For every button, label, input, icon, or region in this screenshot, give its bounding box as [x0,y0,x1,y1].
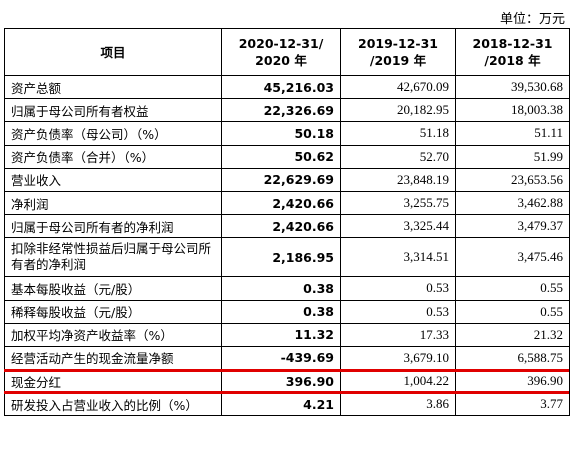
row-label: 营业收入 [4,167,222,192]
header-2018-date: 2018-12-31 [472,36,553,51]
value-2018: 51.99 [455,144,570,169]
value-2019: 51.18 [340,121,456,146]
table-row: 资产总额 45,216.03 42,670.09 39,530.68 [4,74,570,100]
value-2018: 18,003.38 [455,98,570,123]
value-2019: 3,679.10 [340,345,456,371]
table-row: 加权平均净资产收益率（%） 11.32 17.33 21.32 [4,322,570,347]
value-2019: 42,670.09 [340,74,456,100]
header-2019-year: /2019 年 [369,53,427,68]
value-2019: 52.70 [340,144,456,169]
header-2019: 2019-12-31 /2019 年 [340,28,456,76]
value-2019: 3,255.75 [340,190,456,216]
row-label: 经营活动产生的现金流量净额 [4,345,222,371]
value-2018: 51.11 [455,121,570,146]
row-label: 归属于母公司所有者的净利润 [4,214,222,239]
table-row: 研发投入占营业收入的比例（%） 4.21 3.86 3.77 [4,392,570,417]
value-2020: -439.69 [221,345,341,371]
value-2018: 3,479.37 [455,214,570,239]
table-row: 净利润 2,420.66 3,255.75 3,462.88 [4,190,570,216]
row-label: 归属于母公司所有者权益 [4,98,222,123]
value-2019: 0.53 [340,299,456,324]
header-2018: 2018-12-31 /2018 年 [455,28,570,76]
row-label: 加权平均净资产收益率（%） [4,322,222,347]
row-label: 现金分红 [4,369,222,394]
table-row: 稀释每股收益（元/股） 0.38 0.53 0.55 [4,299,570,324]
value-2018: 23,653.56 [455,167,570,192]
value-2019: 1,004.22 [340,369,456,394]
row-label: 研发投入占营业收入的比例（%） [4,392,222,417]
row-label: 资产负债率（母公司）（%） [4,121,222,146]
row-label: 资产负债率（合并）（%） [4,144,222,169]
header-2018-year: /2018 年 [484,53,541,68]
value-2020: 2,420.66 [221,190,341,216]
row-label: 扣除非经常性损益后归属于母公司所有者的净利润 [4,237,222,278]
value-2019: 3,314.51 [340,237,456,278]
header-item: 项目 [4,28,222,76]
value-2020: 2,420.66 [221,214,341,239]
value-2020: 50.18 [221,121,341,146]
value-2019: 23,848.19 [340,167,456,192]
table-row: 营业收入 22,629.69 23,848.19 23,653.56 [4,167,570,192]
value-2020: 22,326.69 [221,98,341,123]
header-2019-date: 2019-12-31 [358,36,438,51]
row-label: 稀释每股收益（元/股） [4,299,222,324]
table-row: 归属于母公司所有者权益 22,326.69 20,182.95 18,003.38 [4,98,570,123]
value-2018: 3,475.46 [455,237,570,278]
value-2019: 3,325.44 [340,214,456,239]
value-2018: 3,462.88 [455,190,570,216]
value-2020: 50.62 [221,144,341,169]
value-2020: 2,186.95 [221,237,341,278]
highlight-line-bottom [4,390,569,394]
table-row: 基本每股收益（元/股） 0.38 0.53 0.55 [4,276,570,301]
table-row: 现金分红 396.90 1,004.22 396.90 [4,369,570,394]
value-2020: 22,629.69 [221,167,341,192]
value-2019: 3.86 [340,392,456,417]
table-row: 资产负债率（母公司）（%） 50.18 51.18 51.11 [4,121,570,146]
row-label: 净利润 [4,190,222,216]
value-2020: 45,216.03 [221,74,341,100]
header-2020: 2020-12-31/ 2020 年 [221,28,341,76]
table-row: 归属于母公司所有者的净利润 2,420.66 3,325.44 3,479.37 [4,214,570,239]
value-2020: 11.32 [221,322,341,347]
value-2018: 21.32 [455,322,570,347]
value-2019: 0.53 [340,276,456,301]
row-label: 基本每股收益（元/股） [4,276,222,301]
value-2018: 3.77 [455,392,570,417]
value-2019: 20,182.95 [340,98,456,123]
value-2018: 6,588.75 [455,345,570,371]
table-header-row: 项目 2020-12-31/ 2020 年 2019-12-31 /2019 年… [4,28,570,76]
value-2020: 0.38 [221,276,341,301]
header-2020-date: 2020-12-31/ [238,36,324,51]
value-2018: 0.55 [455,299,570,324]
value-2018: 396.90 [455,369,570,394]
row-label: 资产总额 [4,74,222,100]
value-2020: 396.90 [221,369,341,394]
value-2019: 17.33 [340,322,456,347]
value-2018: 0.55 [455,276,570,301]
value-2020: 4.21 [221,392,341,417]
value-2020: 0.38 [221,299,341,324]
value-2018: 39,530.68 [455,74,570,100]
unit-label: 单位：万元 [499,12,565,27]
table-row: 资产负债率（合并）（%） 50.62 52.70 51.99 [4,144,570,169]
table-row: 扣除非经常性损益后归属于母公司所有者的净利润 2,186.95 3,314.51 3,… [4,237,570,278]
header-2020-year: 2020 年 [255,53,307,68]
highlight-line-top [4,368,569,372]
financial-summary-table: 项目 2020-12-31/ 2020 年 2019-12-31 /2019 年… [4,28,570,417]
table-row: 经营活动产生的现金流量净额 -439.69 3,679.10 6,588.75 [4,345,570,371]
